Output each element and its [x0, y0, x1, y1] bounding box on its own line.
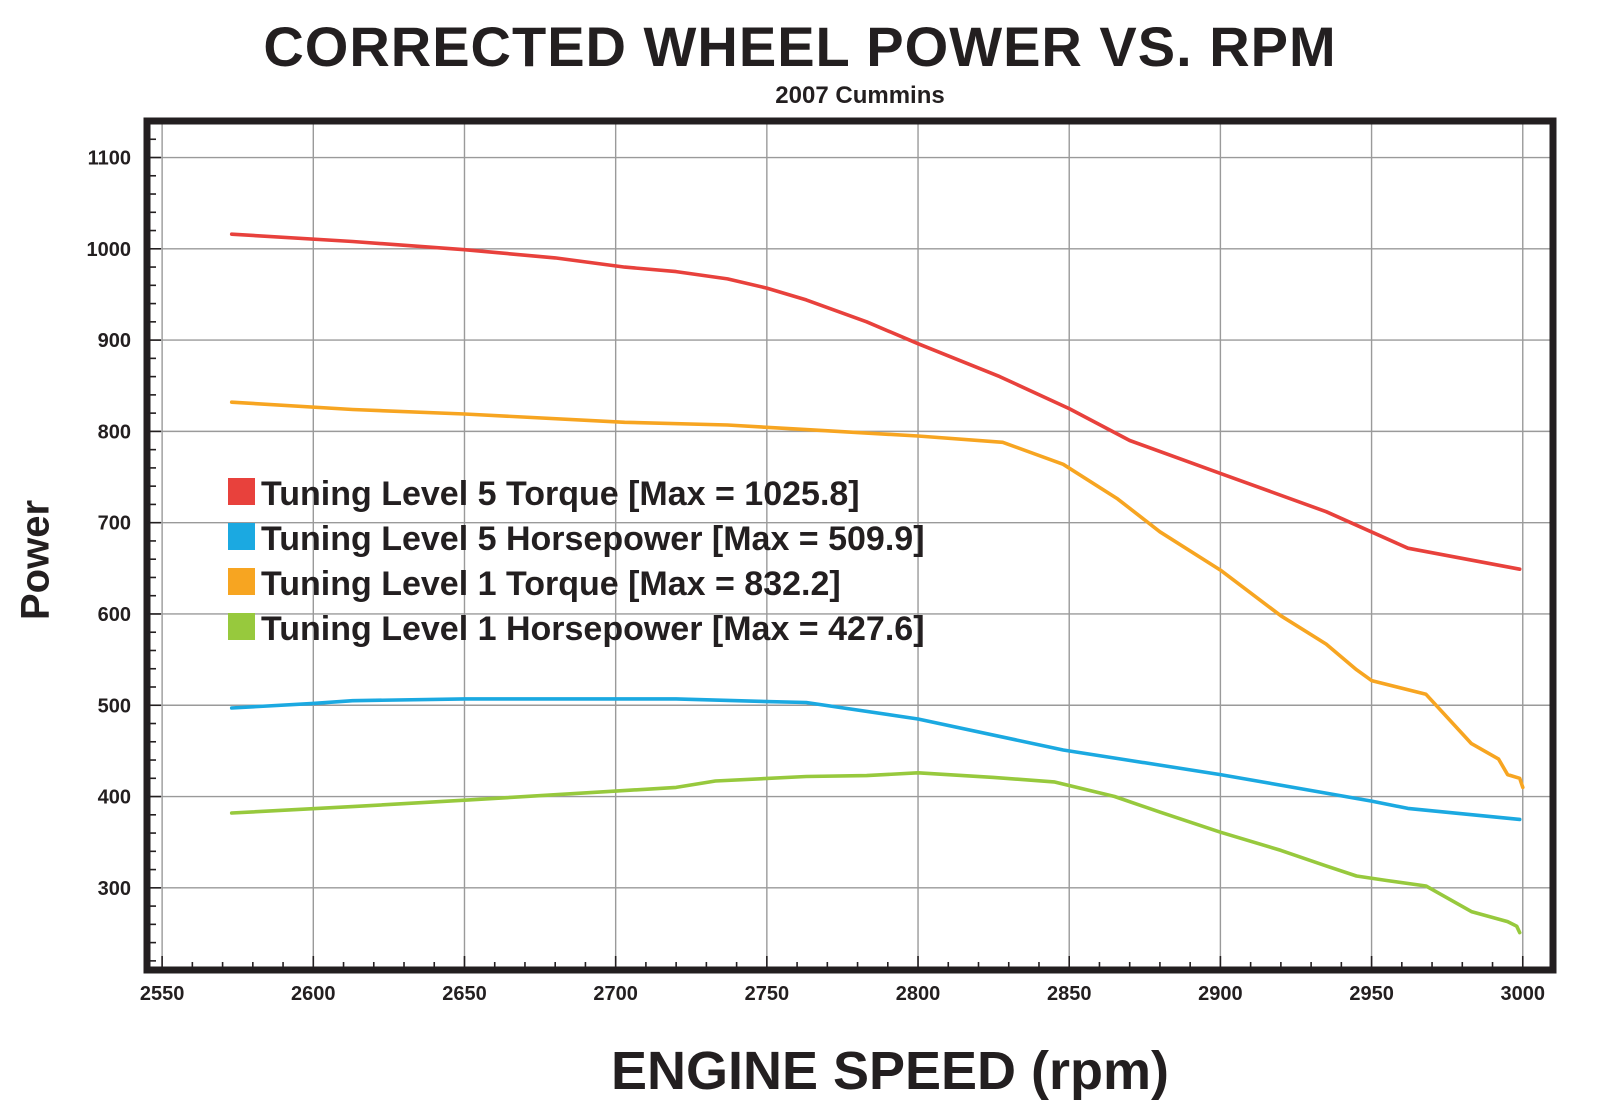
legend-swatch: [228, 478, 255, 505]
series-line-4: [229, 770, 1522, 935]
series-line-3: [229, 400, 1525, 790]
x-tick-label: 2850: [1047, 983, 1092, 1005]
x-tick-label: 3000: [1501, 983, 1546, 1005]
x-tick-label: 2750: [745, 983, 790, 1005]
y-tick-label: 500: [98, 695, 131, 717]
y-tick-label: 700: [98, 513, 131, 535]
legend: Tuning Level 5 Torque [Max = 1025.8] Tuni…: [228, 475, 925, 648]
legend-label: Tuning Level 1 Horsepower [Max = 427.6]: [261, 610, 925, 648]
x-tick-label: 2950: [1349, 983, 1394, 1005]
chart-subtitle: 2007 Cummins: [775, 82, 945, 109]
x-tick-label: 2700: [593, 983, 638, 1005]
y-tick-label: 900: [98, 330, 131, 352]
legend-swatch: [228, 613, 255, 640]
y-tick-label: 300: [98, 878, 131, 900]
x-tick-label: 2600: [291, 983, 336, 1005]
x-tick-label: 2550: [140, 983, 185, 1005]
y-tick-label: 600: [98, 604, 131, 626]
series-line-1: [229, 232, 1522, 572]
legend-label: Tuning Level 5 Torque [Max = 1025.8]: [261, 475, 860, 513]
series-layer: [229, 232, 1525, 935]
legend-swatch: [228, 523, 255, 550]
plot-frame: [143, 117, 1557, 974]
chart-title: CORRECTED WHEEL POWER VS. RPM: [263, 15, 1337, 78]
y-tick-label: 800: [98, 421, 131, 443]
x-tick-label: 2800: [896, 983, 941, 1005]
axis-layer: 2550 2600 2650 2700 2750 2800 2850 2900 2950 3000…: [87, 120, 1546, 1005]
y-tick-label: 1100: [88, 148, 131, 170]
legend-label: Tuning Level 5 Horsepower [Max = 509.9]: [261, 520, 925, 558]
plot-border: [143, 117, 1557, 974]
x-axis-label: ENGINE SPEED (rpm): [610, 1041, 1170, 1101]
legend-label: Tuning Level 1 Torque [Max = 832.2]: [261, 565, 841, 603]
y-tick-label: 1000: [87, 239, 132, 261]
y-tick-label: 400: [98, 787, 131, 809]
series-line-2: [229, 697, 1522, 822]
legend-swatch: [228, 568, 255, 595]
x-tick-label: 2900: [1198, 983, 1243, 1005]
x-tick-label: 2650: [442, 983, 487, 1005]
